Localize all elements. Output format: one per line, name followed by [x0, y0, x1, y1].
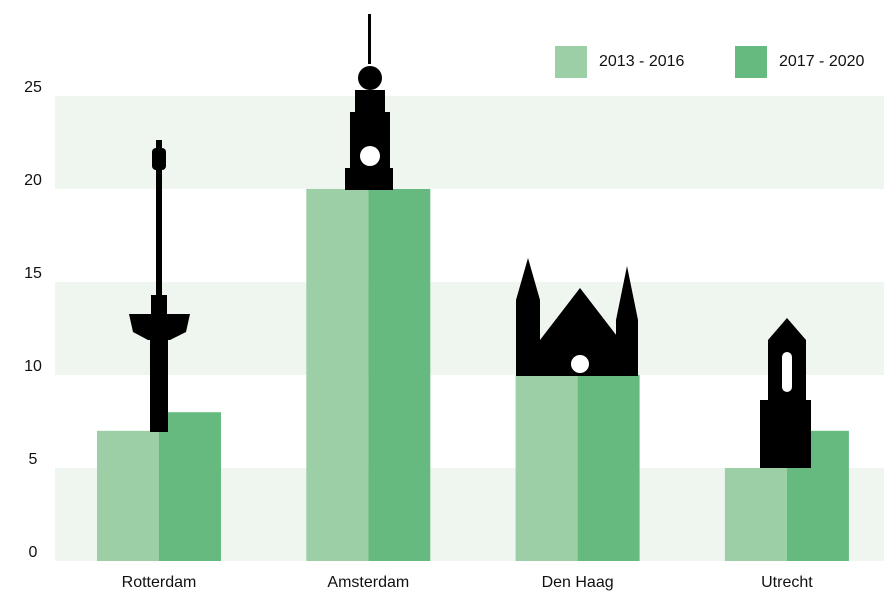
legend-swatch — [735, 46, 767, 78]
dom-tower — [760, 318, 811, 468]
labels: 0 5 10 15 20 25 Rotterdam Amsterdam Den Haag Utre… — [24, 46, 865, 591]
x-tick-label: Amsterdam — [327, 574, 409, 591]
legend-swatch — [555, 46, 587, 78]
bar — [159, 412, 221, 561]
bar — [577, 375, 640, 561]
legend-label: 2013 - 2016 — [599, 53, 685, 70]
grid-band — [55, 282, 884, 375]
x-tick-label: Den Haag — [542, 574, 614, 591]
y-tick-label: 5 — [29, 451, 38, 468]
tower-spire — [368, 14, 371, 64]
euromast-top — [152, 148, 166, 170]
x-tick-label: Rotterdam — [122, 574, 197, 591]
euromast-shaft — [150, 340, 168, 432]
legend-label: 2017 - 2020 — [779, 53, 865, 70]
binnenhof-rose-window — [571, 355, 589, 373]
tower-base — [345, 168, 393, 190]
binnenhof-left-tower — [516, 258, 540, 376]
y-tick-label: 15 — [24, 265, 42, 282]
euromast-crow-nest — [129, 314, 190, 340]
bar — [368, 189, 431, 561]
y-tick-label: 0 — [29, 544, 38, 561]
y-tick-label: 20 — [24, 172, 42, 189]
silhouettes — [129, 14, 811, 468]
bar — [97, 430, 159, 561]
binnenhof-hall — [540, 288, 620, 376]
x-tick-label: Utrecht — [761, 574, 813, 591]
tower-lantern — [355, 90, 385, 112]
binnenhof-right-tower — [616, 266, 638, 376]
tower-globe — [358, 66, 382, 90]
grid-band — [55, 96, 884, 189]
bars — [97, 189, 849, 561]
dom-window — [782, 352, 792, 392]
y-tick-label: 10 — [24, 358, 42, 375]
bar — [724, 468, 787, 561]
tower-clock — [360, 146, 380, 166]
euromast-mast — [156, 140, 162, 300]
y-tick-label: 25 — [24, 79, 42, 96]
euromast-neck — [151, 295, 167, 317]
bar — [515, 375, 578, 561]
bar — [306, 189, 369, 561]
